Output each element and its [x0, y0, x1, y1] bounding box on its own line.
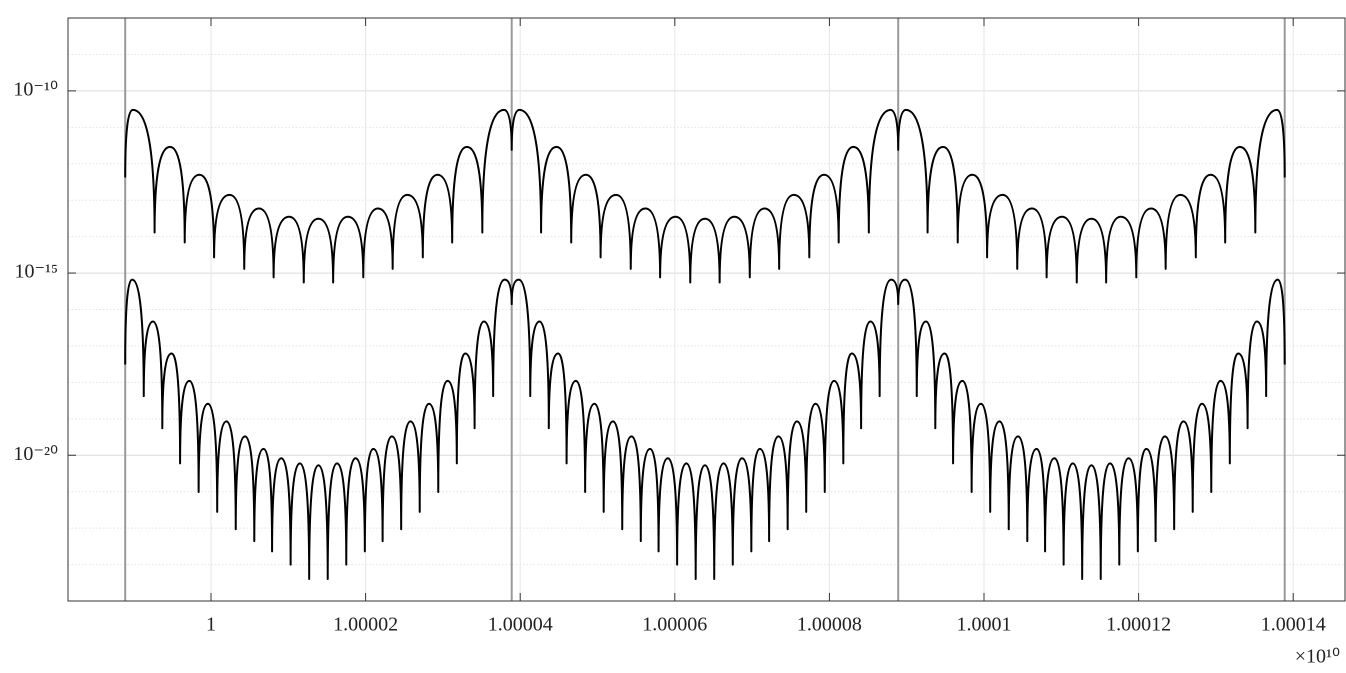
x-tick-label: 1 — [206, 614, 216, 636]
data-line — [124, 108, 1286, 284]
x-tick-label: 1.00004 — [488, 614, 553, 636]
data-line — [124, 278, 1286, 581]
y-tick-label: 10⁻¹⁰ — [13, 78, 58, 100]
x-tick-label: 1.00012 — [1106, 614, 1171, 636]
x-tick-label: 1.00006 — [642, 614, 707, 636]
x-multiplier-label: ×10¹⁰ — [1295, 646, 1340, 668]
x-tick-label: 1.00014 — [1261, 614, 1326, 636]
x-tick-label: 1.0001 — [957, 614, 1012, 636]
x-tick-label: 1.00008 — [797, 614, 862, 636]
x-tick-label: 1.00002 — [333, 614, 398, 636]
axes-box — [67, 17, 1346, 602]
y-tick-label: 10⁻¹⁵ — [14, 261, 58, 283]
y-tick-label: 10⁻²⁰ — [13, 443, 58, 465]
